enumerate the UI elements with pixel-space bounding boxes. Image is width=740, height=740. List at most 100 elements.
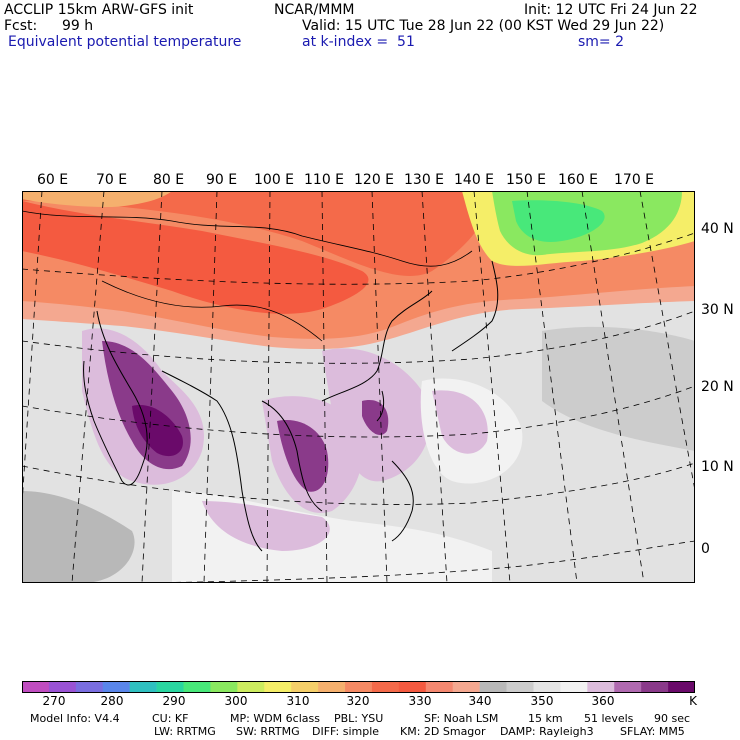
valid-time: Valid: 15 UTC Tue 28 Jun 22 (00 KST Wed … [302, 18, 665, 34]
theta-band-365e [202, 501, 330, 551]
colorbar-label: 290 [162, 694, 186, 708]
lat-label: 40 N [701, 221, 734, 237]
colorbar-label: 320 [346, 694, 370, 708]
footer-levels: 51 levels [584, 712, 634, 725]
grid-lon-170 [639, 191, 695, 493]
lat-label: 0 [701, 541, 710, 557]
footer-damp: DAMP: Rayleigh3 [500, 725, 594, 738]
org-label: NCAR/MMM [274, 2, 355, 18]
theta-band-370c [362, 400, 389, 436]
theta-band-350 [22, 491, 135, 583]
colorbar-swatch [641, 681, 669, 693]
footer-sf: SF: Noah LSM [424, 712, 499, 725]
lon-label: 150 E [506, 172, 547, 188]
lon-label: 80 E [153, 172, 185, 188]
colorbar-swatch [183, 681, 211, 693]
lon-label: 100 E [254, 172, 295, 188]
colorbar-label: 330 [408, 694, 432, 708]
colorbar-label: 300 [224, 694, 248, 708]
grid-lat-40 [22, 232, 695, 285]
theta-band-375 [132, 405, 183, 457]
lat-label: 30 N [701, 302, 734, 318]
footer-timestep: 90 sec [654, 712, 691, 725]
colorbar-swatch [371, 681, 400, 693]
grid-lat-20 [22, 385, 695, 438]
theta-band-365d [432, 390, 488, 454]
coastline-bay-bengal [161, 370, 263, 552]
coastline-philippines [391, 460, 414, 542]
coastline-china [321, 290, 433, 402]
colorbar-swatch [318, 681, 346, 693]
footer-sflay: SFLAY: MM5 [620, 725, 685, 738]
footer-diff: DIFF: simple [312, 725, 380, 738]
colorbar-swatch [102, 681, 130, 693]
colorbar-swatch [560, 681, 588, 693]
colorbar-label: 360 [591, 694, 615, 708]
colorbar-swatch [425, 681, 454, 693]
colorbar-swatch [264, 681, 292, 693]
colorbar-swatch [237, 681, 265, 693]
footer-lw: LW: RRTMG [154, 725, 216, 738]
lon-label: 120 E [354, 172, 395, 188]
fcst-label: Fcst: [4, 18, 38, 34]
lon-label: 70 E [96, 172, 128, 188]
init-time: Init: 12 UTC Fri 24 Jun 22 [524, 2, 698, 18]
lat-lon-grid [22, 191, 695, 583]
level-label: at k-index = 51 [302, 34, 415, 50]
colorbar-swatch [291, 681, 319, 693]
smooth-label: sm= 2 [578, 34, 625, 50]
colorbar-swatch [452, 681, 480, 693]
lon-label: 130 E [404, 172, 445, 188]
lon-label: 170 E [614, 172, 655, 188]
model-title: ACCLIP 15km ARW-GFS init [4, 2, 194, 18]
border-central [101, 280, 323, 342]
colorbar-swatch [210, 681, 238, 693]
colorbar-swatch [48, 681, 77, 693]
colorbar-swatch [156, 681, 184, 693]
colorbar-swatch [22, 681, 50, 693]
colorbar [22, 681, 695, 693]
coastline-taiwan [376, 390, 385, 422]
footer-pbl: PBL: YSU [334, 712, 384, 725]
theta-band-332 [22, 191, 492, 276]
colorbar-swatch [75, 681, 104, 693]
footer-model-info: Model Info: V4.4 [30, 712, 120, 725]
colorbar-frame [22, 681, 695, 693]
colorbar-swatch [587, 681, 615, 693]
theta-band-355 [542, 326, 695, 451]
colorbar-unit: K [689, 694, 697, 708]
field-name: Equivalent potential temperature [8, 34, 242, 50]
fcst-value: 99 h [62, 18, 94, 34]
theta-band-370b [277, 420, 329, 492]
theta-band-300 [512, 200, 605, 242]
colorbar-label: 350 [530, 694, 554, 708]
colorbar-swatch [345, 681, 373, 693]
lat-label: 20 N [701, 379, 734, 395]
lon-label: 90 E [206, 172, 238, 188]
theta-e-map [22, 191, 695, 583]
theta-band-330 [22, 201, 369, 314]
colorbar-swatch [479, 681, 507, 693]
colorbar-label: 340 [468, 694, 492, 708]
colorbar-label: 270 [42, 694, 66, 708]
colorbar-swatch [614, 681, 642, 693]
colorbar-swatch [533, 681, 561, 693]
colorbar-swatch [129, 681, 157, 693]
lon-label: 110 E [304, 172, 345, 188]
map-frame [22, 191, 695, 583]
colorbar-swatch [506, 681, 534, 693]
colorbar-swatch [668, 681, 695, 693]
lon-label: 60 E [37, 172, 69, 188]
lon-label: 140 E [454, 172, 495, 188]
colorbar-swatch [398, 681, 427, 693]
grid-lat-30 [22, 310, 695, 364]
grid-lat-10 [22, 462, 695, 505]
grid-lon-160 [581, 191, 645, 583]
coastline-india [83, 310, 148, 486]
colorbar-label: 280 [100, 694, 124, 708]
lon-label: 160 E [558, 172, 599, 188]
footer-mp: MP: WDM 6class [230, 712, 320, 725]
lat-label: 10 N [701, 459, 734, 475]
footer-resolution: 15 km [528, 712, 563, 725]
colorbar-label: 310 [286, 694, 310, 708]
